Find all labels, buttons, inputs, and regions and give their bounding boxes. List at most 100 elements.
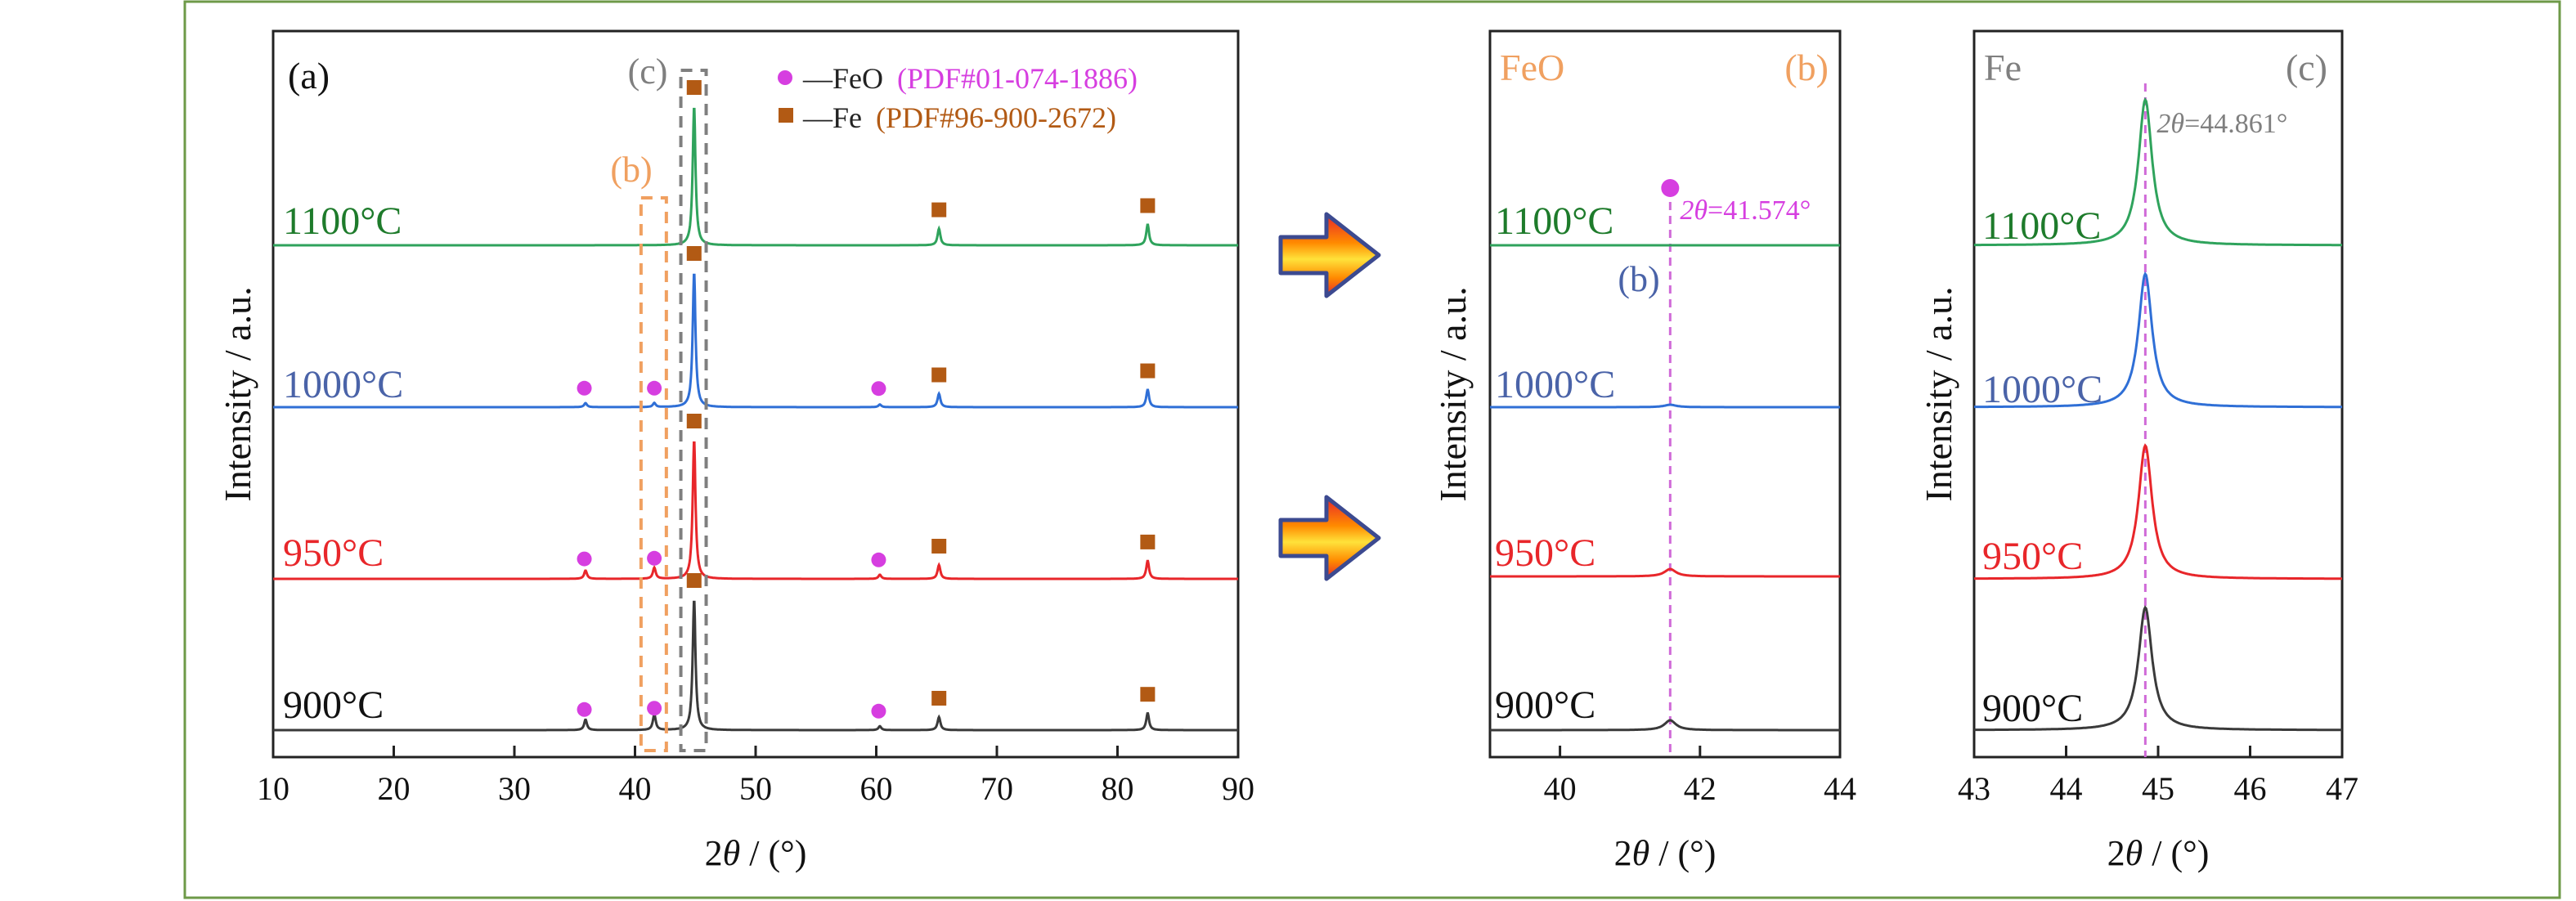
panel-b-label-900: 900°C [1495, 684, 1595, 727]
panel-b-label-950: 950°C [1495, 531, 1595, 575]
x-tick-label-b-44: 44 [1824, 770, 1856, 807]
fe-marker-950-2 [1140, 534, 1156, 549]
panel-c-label-950: 950°C [1982, 535, 2083, 578]
feo-marker-900-1 [647, 701, 662, 716]
fe-marker-1100-1 [931, 202, 947, 217]
feo-marker-1000-2 [871, 381, 886, 397]
x-tick-label-c-47: 47 [2326, 770, 2358, 807]
zoom-box-b [639, 196, 668, 752]
fe-marker-1000-0 [686, 246, 702, 261]
panel-b-xlabel: 2θ / (°) [1614, 833, 1717, 873]
x-tick-label-a-50: 50 [739, 770, 772, 807]
panel-a-phase-markers [577, 80, 1156, 719]
panel-c-curves [1974, 96, 2342, 732]
x-tick-label-a-70: 70 [981, 770, 1013, 807]
panel-a-xlabel: 2θ / (°) [705, 833, 807, 873]
panel-a-ylabel: Intensity / a.u. [217, 286, 258, 501]
series-line-c-1000 [1974, 271, 2342, 409]
series-line-b-1000 [1490, 403, 1840, 409]
panel-b-ylabel: Intensity / a.u. [1432, 286, 1474, 501]
panel-c-annot-value: =44.861° [2184, 109, 2287, 139]
fe-marker-900-0 [686, 573, 702, 588]
panel-a-label-900: 900°C [283, 684, 384, 727]
fe-marker-950-1 [931, 539, 947, 554]
panel-b-inner-label: (b) [1618, 259, 1659, 299]
panel-c-x-axis: 43 44 45 46 47 [1958, 746, 2358, 807]
x-tick-label-a-80: 80 [1102, 770, 1134, 807]
feo-marker-950-1 [647, 550, 662, 566]
panel-b: 40 42 44 FeO (b) 2θ=41.574° (b) 1100°C 100… [1432, 29, 1856, 873]
zoom-box-b-label: (b) [610, 150, 652, 190]
panel-b-xlabel-theta: θ [1632, 833, 1650, 873]
panel-c-xlabel-theta: θ [2125, 833, 2143, 873]
panel-c: 43 44 45 46 47 Fe (c) 2θ=44.861° 1100°C 1000… [1918, 29, 2358, 873]
panel-b-annot-value: =41.574° [1708, 195, 1811, 226]
figure-frame [183, 0, 2561, 899]
series-line-b-950 [1490, 567, 1840, 578]
x-tick-label-c-46: 46 [2234, 770, 2267, 807]
panel-a-xlabel-theta: θ [723, 833, 741, 873]
legend-fe-label: —Fe [802, 101, 862, 134]
zoom-arrow-c [1278, 495, 1381, 581]
panel-a-x-axis: 10 20 30 40 50 60 70 80 90 [257, 746, 1254, 807]
panel-b-plot-frame [1488, 29, 1842, 759]
feo-marker-900-0 [577, 702, 592, 717]
fe-marker-1000-2 [1140, 363, 1156, 379]
legend-feo-label: —FeO [802, 62, 883, 95]
legend-fe-pdf: (PDF#96-900-2672) [876, 101, 1116, 134]
panel-c-ylabel: Intensity / a.u. [1918, 286, 1959, 501]
x-tick-label-a-90: 90 [1222, 770, 1254, 807]
x-tick-label-c-43: 43 [1958, 770, 1990, 807]
feo-marker-1000-0 [577, 380, 592, 396]
panel-a-curves [273, 107, 1238, 732]
panel-c-label-900: 900°C [1982, 687, 2083, 730]
legend-feo-pdf: (PDF#01-074-1886) [897, 62, 1138, 95]
fe-marker-1000-1 [931, 367, 947, 383]
panel-a-label-1100: 1100°C [283, 199, 402, 243]
zoom-box-c-label: (c) [628, 52, 668, 92]
panel-c-label-1000: 1000°C [1982, 368, 2103, 411]
series-line-a-900 [273, 600, 1238, 732]
feo-marker-950-2 [871, 552, 886, 567]
series-line-a-1100 [273, 107, 1238, 247]
legend-fe-marker [779, 108, 793, 123]
panel-c-peak-annotation: 2θ=44.861° [2156, 109, 2287, 139]
panel-b-corner-label: FeO [1500, 47, 1564, 88]
x-tick-label-a-30: 30 [498, 770, 531, 807]
zoom-box-c [679, 69, 708, 752]
fe-marker-900-1 [931, 691, 947, 706]
series-line-c-900 [1974, 605, 2342, 732]
svg-text:—FeO (PDF#01-074-1886): —FeO (PDF#01-074-1886) [802, 62, 1138, 95]
panel-b-x-axis: 40 42 44 [1544, 746, 1856, 807]
panel-a-plot-frame [272, 29, 1240, 759]
panel-a: 10 20 30 40 50 60 70 80 90 (b) (c) (a) —FeO (PDF… [217, 29, 1254, 873]
legend: —FeO (PDF#01-074-1886) —Fe (PDF#96-900-2… [778, 62, 1138, 134]
feo-marker-900-2 [871, 703, 886, 719]
panel-c-annot-theta: 2θ [2156, 109, 2184, 139]
panel-c-xlabel: 2θ / (°) [2107, 833, 2210, 873]
panel-c-label-1100: 1100°C [1982, 204, 2101, 248]
series-line-c-1100 [1974, 96, 2342, 247]
panel-b-peak-annotation: 2θ=41.574° [1680, 195, 1811, 226]
fe-marker-1100-0 [686, 80, 702, 95]
panel-b-curves [1490, 244, 1840, 732]
panel-b-xlabel-post: / (°) [1649, 833, 1716, 873]
series-line-a-1000 [273, 273, 1238, 409]
panel-a-label-950: 950°C [283, 531, 384, 575]
panel-b-label-1100: 1100°C [1495, 199, 1613, 243]
legend-feo-marker [778, 70, 792, 85]
panel-b-xlabel-pre: 2 [1614, 833, 1632, 873]
feo-marker-950-0 [577, 551, 592, 567]
series-line-c-950 [1974, 443, 2342, 580]
panel-a-label-1000: 1000°C [283, 363, 403, 406]
zoom-arrow-b [1278, 212, 1381, 298]
series-line-a-950 [273, 441, 1238, 580]
panel-c-xlabel-post: / (°) [2143, 833, 2209, 873]
feo-marker-1000-1 [647, 380, 662, 396]
x-tick-label-c-44: 44 [2050, 770, 2083, 807]
panel-a-xlabel-post: / (°) [740, 833, 806, 873]
x-tick-label-a-20: 20 [378, 770, 411, 807]
x-tick-label-a-40: 40 [619, 770, 652, 807]
x-tick-label-c-45: 45 [2142, 770, 2174, 807]
